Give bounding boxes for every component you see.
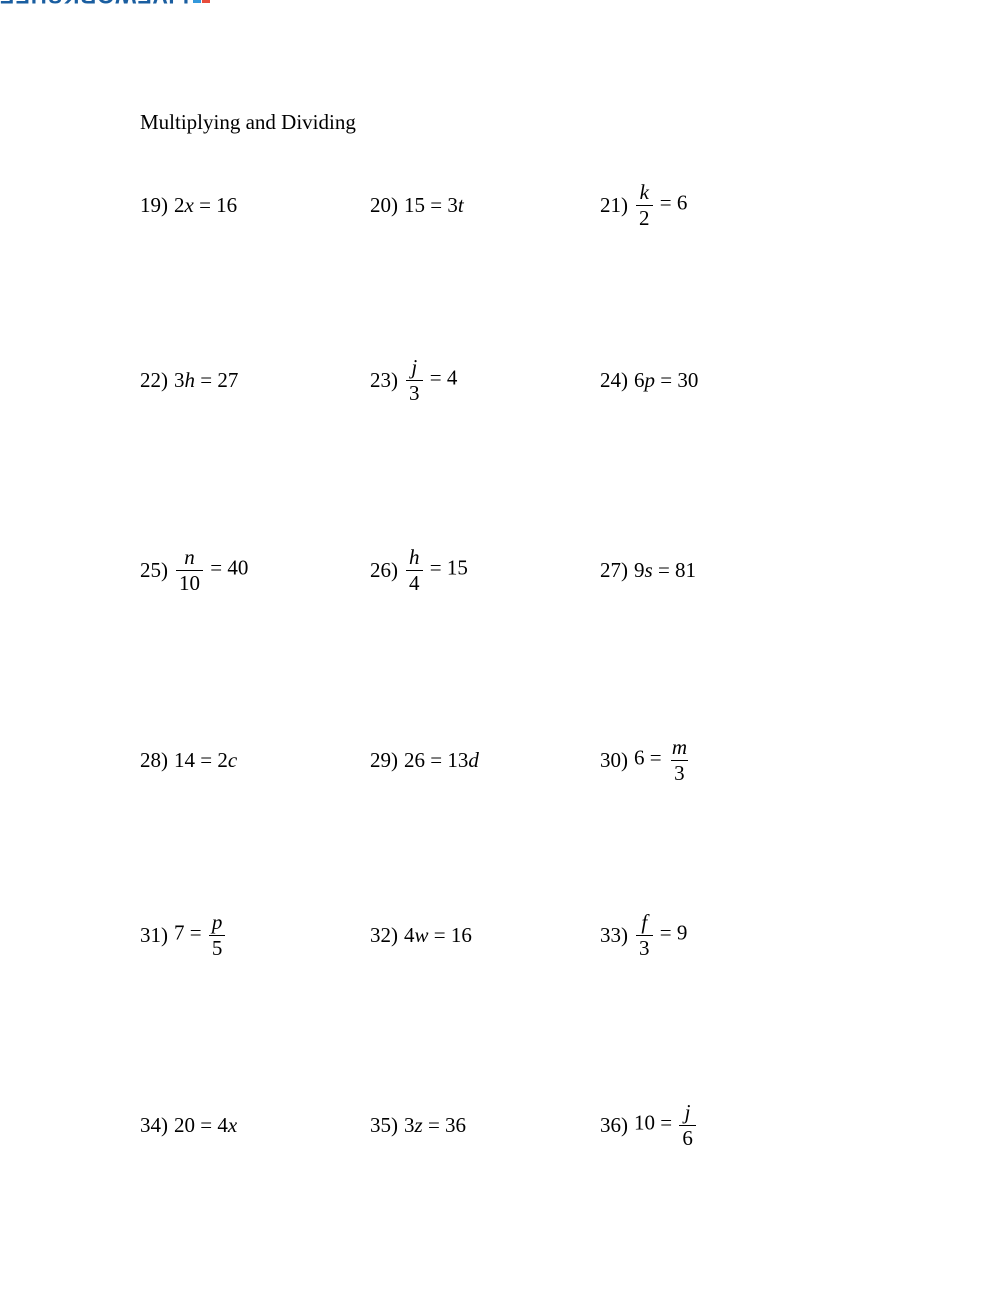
problem-number: 19) <box>140 193 168 218</box>
problem: 26)h4 = 15 <box>370 540 590 600</box>
problem-number: 36) <box>600 1113 628 1138</box>
problem-number: 26) <box>370 558 398 583</box>
problem: 33)f3 = 9 <box>600 905 820 965</box>
problem-number: 25) <box>140 558 168 583</box>
problem: 35)3z = 36 <box>370 1095 590 1155</box>
problem: 36)10 = j6 <box>600 1095 820 1155</box>
logo-icon <box>193 0 210 4</box>
problem: 24)6p = 30 <box>600 350 820 410</box>
problem: 29)26 = 13d <box>370 730 590 790</box>
equation: 4w = 16 <box>404 923 472 948</box>
equation: 2x = 16 <box>174 193 237 218</box>
equation: 7 = p5 <box>174 911 227 958</box>
problem-number: 20) <box>370 193 398 218</box>
equation: j3 = 4 <box>404 356 457 403</box>
equation: h4 = 15 <box>404 546 468 593</box>
problem-grid: 19)2x = 1620)15 = 3t21)k2 = 622)3h = 272… <box>140 175 900 1155</box>
problem-number: 35) <box>370 1113 398 1138</box>
equation: n10 = 40 <box>174 546 248 593</box>
row-spacer <box>140 410 820 540</box>
problem-number: 23) <box>370 368 398 393</box>
problem-number: 29) <box>370 748 398 773</box>
equation: 3z = 36 <box>404 1113 466 1138</box>
problem-number: 24) <box>600 368 628 393</box>
problem-number: 28) <box>140 748 168 773</box>
problem: 20)15 = 3t <box>370 175 590 235</box>
problem-number: 27) <box>600 558 628 583</box>
worksheet-page: Multiplying and Dividing 19)2x = 1620)15… <box>140 110 900 1155</box>
equation: 14 = 2c <box>174 748 237 773</box>
problem: 34)20 = 4x <box>140 1095 360 1155</box>
equation: 20 = 4x <box>174 1113 237 1138</box>
problem-number: 31) <box>140 923 168 948</box>
section-title: Multiplying and Dividing <box>140 110 900 135</box>
watermark: LIVEWORKSHEETS <box>0 0 210 8</box>
problem: 27)9s = 81 <box>600 540 820 600</box>
equation: 10 = j6 <box>634 1101 698 1148</box>
equation: 26 = 13d <box>404 748 479 773</box>
problem: 25)n10 = 40 <box>140 540 360 600</box>
problem-number: 32) <box>370 923 398 948</box>
problem-number: 21) <box>600 193 628 218</box>
problem: 30)6 = m3 <box>600 730 820 790</box>
problem: 28)14 = 2c <box>140 730 360 790</box>
equation: 6p = 30 <box>634 368 698 393</box>
equation: k2 = 6 <box>634 181 687 228</box>
row-spacer <box>140 235 820 350</box>
problem-number: 34) <box>140 1113 168 1138</box>
problem-number: 33) <box>600 923 628 948</box>
problem: 21)k2 = 6 <box>600 175 820 235</box>
watermark-text: LIVEWORKSHEETS <box>0 0 189 8</box>
problem: 31)7 = p5 <box>140 905 360 965</box>
equation: 15 = 3t <box>404 193 464 218</box>
problem: 23)j3 = 4 <box>370 350 590 410</box>
row-spacer <box>140 600 820 730</box>
equation: 9s = 81 <box>634 558 696 583</box>
row-spacer <box>140 965 820 1095</box>
problem: 32)4w = 16 <box>370 905 590 965</box>
equation: f3 = 9 <box>634 911 687 958</box>
problem-number: 30) <box>600 748 628 773</box>
row-spacer <box>140 790 820 905</box>
problem: 19)2x = 16 <box>140 175 360 235</box>
problem-number: 22) <box>140 368 168 393</box>
equation: 3h = 27 <box>174 368 238 393</box>
equation: 6 = m3 <box>634 736 692 783</box>
problem: 22)3h = 27 <box>140 350 360 410</box>
